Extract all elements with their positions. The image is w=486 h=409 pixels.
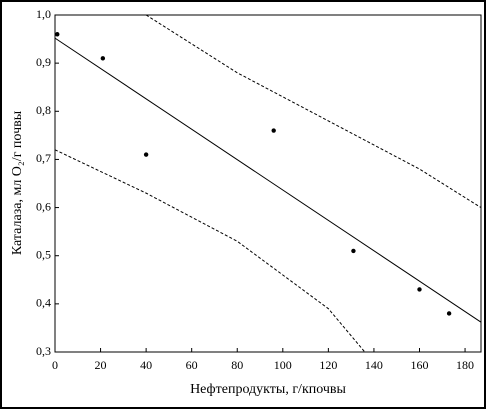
- x-tick-label: 0: [52, 358, 58, 372]
- confidence-band: [145, 14, 482, 208]
- data-point: [446, 311, 452, 316]
- data-point: [100, 56, 106, 61]
- x-tick-label: 80: [231, 358, 243, 372]
- x-tick-label: 100: [274, 358, 292, 372]
- y-tick-label: 0,3: [36, 344, 51, 358]
- x-tick-label: 120: [319, 358, 337, 372]
- data-point: [271, 128, 276, 133]
- x-tick-label: 160: [410, 358, 428, 372]
- data-point: [55, 32, 60, 37]
- y-tick-label: 0,9: [36, 55, 51, 69]
- plot-area: [54, 14, 482, 353]
- data-point: [351, 248, 356, 254]
- data-point: [417, 287, 422, 292]
- y-tick-label: 0,5: [36, 247, 51, 261]
- y-tick-label: 1,0: [36, 7, 51, 21]
- x-tick-label: 60: [186, 358, 198, 372]
- x-tick-label: 140: [365, 358, 383, 372]
- x-tick-label: 40: [140, 358, 152, 372]
- x-tick-label: 180: [456, 358, 474, 372]
- y-tick-label: 0,6: [36, 199, 51, 213]
- x-axis-label: Нефтепродукты, г/кпочвы: [190, 382, 346, 397]
- data-point: [143, 152, 149, 157]
- regression-line: [54, 37, 482, 323]
- y-axis-label: Каталаза, мл O₂/г почвы: [10, 110, 25, 255]
- y-tick-label: 0,8: [36, 103, 51, 117]
- x-tick-label: 20: [95, 358, 107, 372]
- y-tick-label: 0,4: [36, 296, 51, 310]
- y-tick-label: 0,7: [36, 151, 51, 165]
- confidence-band: [54, 149, 366, 353]
